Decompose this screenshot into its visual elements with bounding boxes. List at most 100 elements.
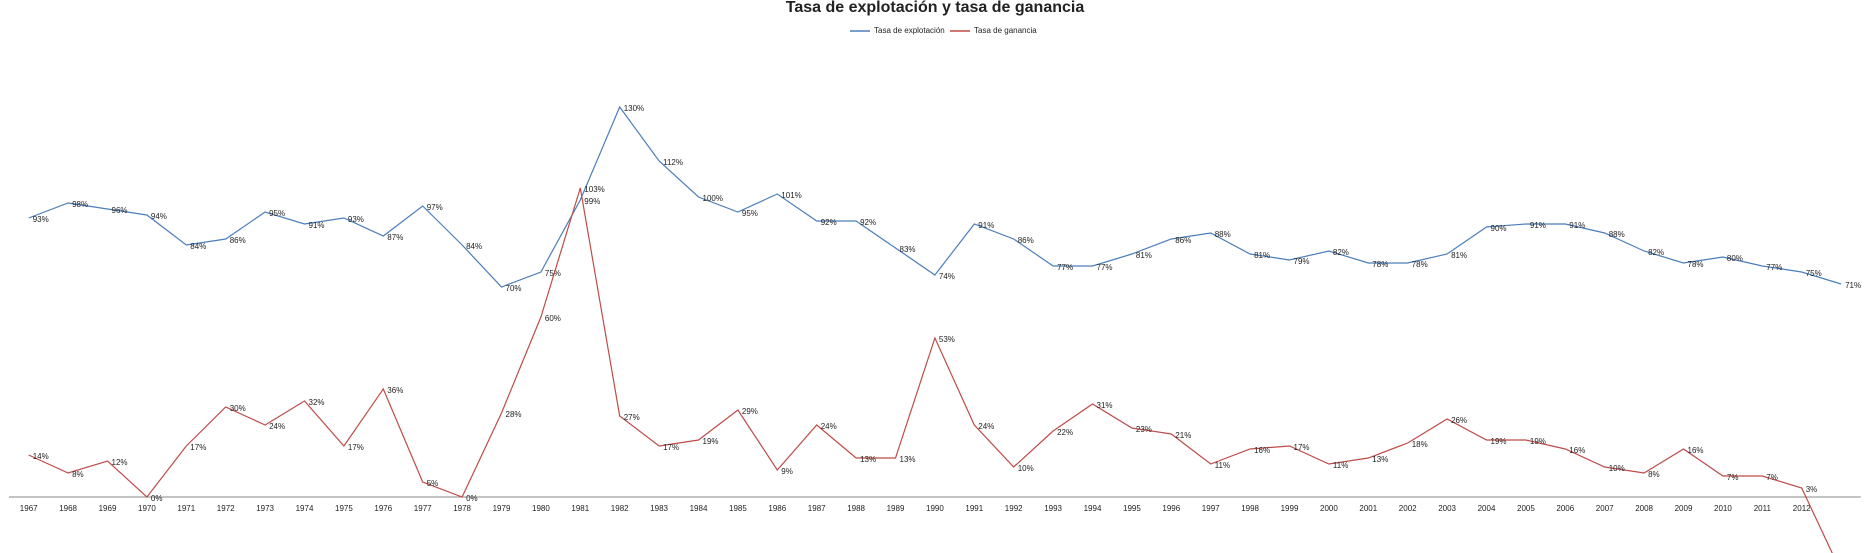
x-tick-label: 1986 (768, 504, 786, 513)
data-label: 21% (1175, 431, 1191, 440)
data-label: 86% (230, 236, 246, 245)
data-label: 53% (939, 335, 955, 344)
x-tick-label: 1969 (99, 504, 117, 513)
data-label: 13% (900, 455, 916, 464)
data-label: 74% (939, 272, 955, 281)
data-label: 81% (1136, 251, 1152, 260)
data-label: 24% (269, 422, 285, 431)
x-tick-label: 2001 (1359, 504, 1377, 513)
data-label: 81% (1451, 251, 1467, 260)
x-tick-label: 1989 (887, 504, 905, 513)
data-label: 82% (1333, 248, 1349, 257)
data-label: 88% (1215, 230, 1231, 239)
x-tick-label: 1994 (1084, 504, 1102, 513)
legend-label: Tasa de ganancia (974, 26, 1037, 35)
data-label: 14% (33, 452, 49, 461)
data-label: 27% (624, 413, 640, 422)
x-tick-label: 1977 (414, 504, 432, 513)
data-label: 101% (781, 191, 801, 200)
x-tick-label: 1985 (729, 504, 747, 513)
data-label: 80% (1727, 254, 1743, 263)
data-label: 77% (1766, 263, 1782, 272)
x-tick-label: 1992 (1005, 504, 1023, 513)
data-label: 0% (466, 494, 478, 503)
data-label: 31% (1097, 401, 1113, 410)
data-label: 83% (900, 245, 916, 254)
x-tick-label: 2007 (1596, 504, 1614, 513)
x-tick-label: 1983 (650, 504, 668, 513)
data-label: 26% (1451, 416, 1467, 425)
data-label: 100% (703, 194, 723, 203)
data-label: 9% (781, 467, 793, 476)
x-tick-label: 1996 (1162, 504, 1180, 513)
data-label: 70% (506, 284, 522, 293)
data-label: 97% (427, 203, 443, 212)
data-label: 32% (309, 398, 325, 407)
data-label: 60% (545, 314, 561, 323)
data-label: 11% (1215, 461, 1230, 470)
data-label: 0% (151, 494, 163, 503)
x-tick-label: 1981 (571, 504, 589, 513)
x-tick-label: 2010 (1714, 504, 1732, 513)
data-label: 17% (348, 443, 364, 452)
data-label: 91% (1530, 221, 1546, 230)
x-tick-label: 1999 (1281, 504, 1299, 513)
data-label: 103% (584, 185, 604, 194)
data-label: 92% (860, 218, 876, 227)
data-label: 17% (663, 443, 679, 452)
data-label: 11% (1333, 461, 1348, 470)
series-line (28, 105, 1842, 288)
x-tick-label: 1974 (296, 504, 314, 513)
data-label: 17% (1294, 443, 1310, 452)
x-tick-label: 1968 (59, 504, 77, 513)
data-label: 17% (190, 443, 206, 452)
data-label: 13% (860, 455, 876, 464)
data-label: 77% (1057, 263, 1073, 272)
data-label: 95% (269, 209, 285, 218)
data-label: 23% (1136, 425, 1152, 434)
x-tick-label: 1997 (1202, 504, 1220, 513)
x-tick-label: 1970 (138, 504, 156, 513)
x-tick-label: 1978 (453, 504, 471, 513)
x-tick-label: 1975 (335, 504, 353, 513)
data-label: 16% (1569, 446, 1585, 455)
data-label: 19% (703, 437, 719, 446)
data-label: 78% (1412, 260, 1428, 269)
data-label: 75% (545, 269, 561, 278)
data-label: 79% (1294, 257, 1310, 266)
x-tick-label: 2003 (1438, 504, 1456, 513)
x-tick-label: 2004 (1478, 504, 1496, 513)
data-label: 28% (506, 410, 522, 419)
x-tick-label: 2002 (1399, 504, 1417, 513)
data-label: 86% (1018, 236, 1034, 245)
data-label: 91% (1569, 221, 1585, 230)
data-label: 92% (821, 218, 837, 227)
x-tick-label: 1979 (493, 504, 511, 513)
data-label: 112% (663, 158, 683, 167)
x-tick-label: 1973 (256, 504, 274, 513)
data-label: 24% (821, 422, 837, 431)
x-tick-label: 2005 (1517, 504, 1535, 513)
x-tick-label: 1993 (1044, 504, 1062, 513)
x-tick-label: 1980 (532, 504, 550, 513)
data-label: 130% (624, 104, 644, 113)
x-tick-label: 1984 (690, 504, 708, 513)
x-tick-label: 1982 (611, 504, 629, 513)
x-tick-label: 1987 (808, 504, 826, 513)
x-tick-label: 1967 (20, 504, 38, 513)
data-label: 98% (72, 200, 88, 209)
data-label: 96% (112, 206, 128, 215)
x-tick-label: 2012 (1793, 504, 1811, 513)
x-tick-label: 1995 (1123, 504, 1141, 513)
x-tick-label: 1976 (374, 504, 392, 513)
data-label: 84% (466, 242, 482, 251)
data-label: 36% (387, 386, 403, 395)
data-label: 10% (1018, 464, 1034, 473)
data-label: 71% (1845, 281, 1861, 290)
data-label: 82% (1648, 248, 1664, 257)
data-label: 81% (1254, 251, 1270, 260)
data-label: 75% (1806, 269, 1822, 278)
x-tick-label: 2006 (1556, 504, 1574, 513)
data-label: 90% (1491, 224, 1507, 233)
